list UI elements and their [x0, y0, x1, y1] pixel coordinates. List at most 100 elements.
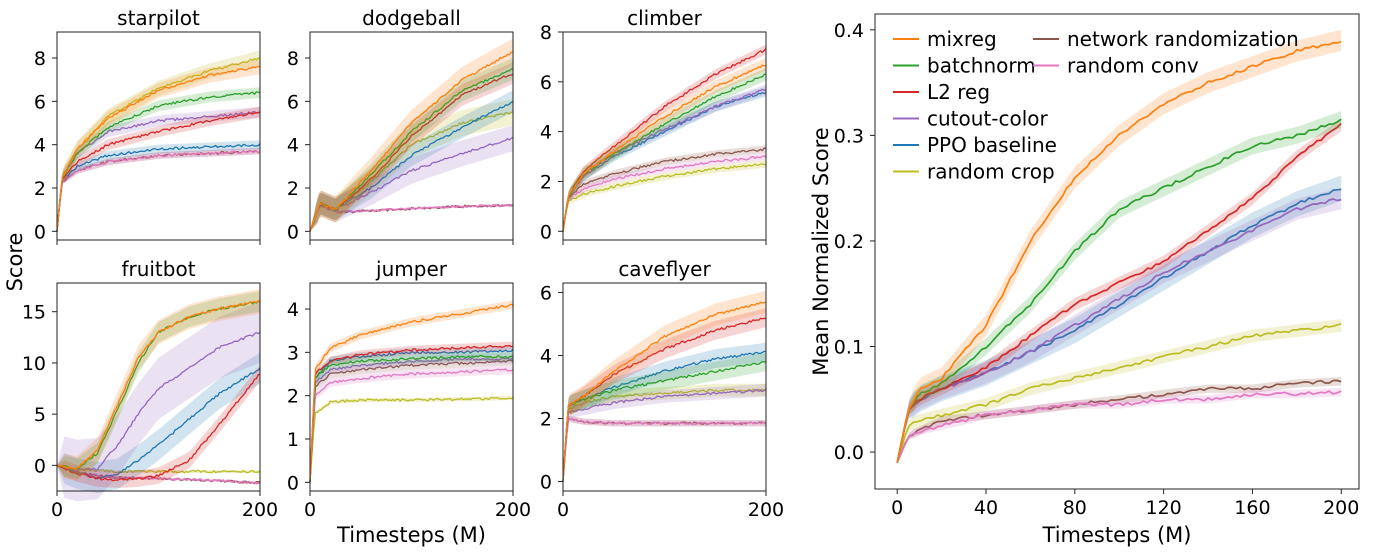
series-line-ppo	[896, 188, 1342, 463]
legend-label-crop: random crop	[927, 160, 1055, 184]
y-tick-label: 4	[287, 299, 299, 321]
band-cutout	[563, 383, 766, 482]
legend-label-netrand: network randomization	[1067, 27, 1299, 51]
band-crop	[310, 395, 513, 483]
y-tick-label: 15	[22, 302, 46, 324]
y-tick-label: 2	[540, 409, 552, 431]
x-tick-label: 40	[974, 497, 998, 519]
legend-label-cutout: cutout-color	[927, 107, 1049, 131]
y-tick-label: 0	[287, 472, 299, 494]
series-line-randconv	[896, 390, 1342, 463]
x-tick-label: 200	[495, 499, 531, 521]
band-cutout	[57, 106, 260, 232]
series-line-netrand	[309, 359, 514, 483]
series-line-cutout	[896, 198, 1342, 463]
series-line-cutout	[309, 136, 514, 232]
subplot-title: jumper	[375, 257, 448, 281]
series-line-netrand	[562, 418, 767, 482]
x-tick-label: 200	[748, 499, 784, 521]
series-line-randconv	[562, 155, 767, 232]
series-line-batchnorm	[309, 354, 513, 483]
series-line-ppo	[562, 92, 767, 232]
y-tick-label: 0.2	[834, 231, 864, 253]
subplot-title: climber	[627, 6, 703, 30]
series-line-mixreg	[56, 65, 261, 232]
subplot-climber: 0 2 4 6 8 climber	[540, 6, 767, 245]
y-tick-label: 2	[287, 386, 299, 408]
series-line-randconv	[309, 368, 514, 483]
series-line-crop	[562, 388, 767, 482]
series-line-randconv	[562, 417, 767, 482]
series-line-l2	[309, 344, 514, 483]
subplot-title: dodgeball	[362, 6, 461, 30]
y-axis-label: Score	[3, 233, 27, 292]
legend-label-randconv: random conv	[1067, 54, 1199, 78]
x-tick-label: 0	[891, 497, 903, 519]
band-cutout	[310, 125, 513, 232]
series-line-crop	[56, 57, 261, 232]
legend-label-ppo: PPO baseline	[927, 133, 1057, 157]
series-line-l2	[309, 73, 514, 232]
legend-label-batchnorm: batchnorm	[927, 54, 1036, 78]
series-line-l2	[56, 111, 260, 232]
band-randconv	[310, 365, 513, 483]
y-tick-label: 2	[34, 178, 46, 200]
x-tick-label: 200	[1323, 497, 1359, 519]
band-batchnorm	[57, 87, 260, 232]
subplot-starpilot: 0 2 4 6 8 starpilot Score	[3, 6, 261, 292]
x-tick-label: 0	[557, 499, 569, 521]
band-mixreg	[310, 300, 513, 483]
band-mixreg	[57, 289, 260, 481]
y-tick-label: 4	[287, 135, 299, 157]
band-ppo	[57, 140, 260, 232]
y-tick-label: 10	[22, 353, 46, 375]
band-crop	[310, 99, 513, 232]
series-line-ppo	[56, 143, 261, 232]
y-tick-label: 6	[540, 72, 552, 94]
series-line-randconv	[56, 464, 261, 485]
band-cutout	[57, 301, 260, 502]
x-axis-label: Timesteps (M)	[336, 523, 486, 547]
subplot-title: starpilot	[117, 6, 200, 30]
subplot-title: fruitbot	[121, 257, 195, 281]
band-l2	[563, 44, 766, 232]
series-line-mixreg	[896, 40, 1342, 463]
band-mixreg	[563, 58, 766, 232]
y-tick-label: 5	[34, 404, 46, 426]
y-tick-label: 4	[540, 122, 552, 144]
series-line-l2	[562, 47, 767, 232]
band-ppo	[57, 352, 260, 493]
series-line-ppo	[309, 348, 514, 483]
series-line-l2	[562, 317, 767, 482]
y-tick-label: 0.3	[834, 125, 864, 147]
y-tick-label: 8	[540, 22, 552, 44]
y-tick-label: 6	[287, 91, 299, 113]
series-line-randconv	[56, 150, 260, 232]
series-line-l2	[896, 122, 1342, 463]
x-tick-label: 160	[1234, 497, 1270, 519]
band-batchnorm	[563, 352, 766, 482]
subplot-title: caveflyer	[618, 257, 711, 281]
y-tick-label: 0	[287, 221, 299, 243]
y-tick-label: 2	[287, 178, 299, 200]
series-line-mixreg	[309, 51, 514, 232]
y-tick-label: 0	[540, 221, 552, 243]
series-line-mixreg	[309, 303, 514, 483]
x-axis-label: Timesteps (M)	[1042, 523, 1192, 547]
series-line-crop	[896, 322, 1342, 463]
plot-frame	[562, 31, 767, 241]
band-crop	[563, 383, 766, 482]
y-tick-label: 6	[34, 91, 46, 113]
series-line-batchnorm	[562, 360, 767, 482]
y-tick-label: 0	[540, 472, 552, 494]
band-ppo	[897, 175, 1342, 463]
x-tick-label: 80	[1063, 497, 1087, 519]
y-tick-label: 1	[287, 429, 299, 451]
series-line-crop	[562, 163, 767, 232]
y-tick-label: 6	[540, 282, 552, 304]
series-line-ppo	[56, 367, 261, 480]
y-tick-label: 4	[34, 135, 46, 157]
band-batchnorm	[310, 58, 513, 232]
series-line-mixreg	[56, 300, 261, 470]
y-tick-label: 8	[34, 48, 46, 70]
